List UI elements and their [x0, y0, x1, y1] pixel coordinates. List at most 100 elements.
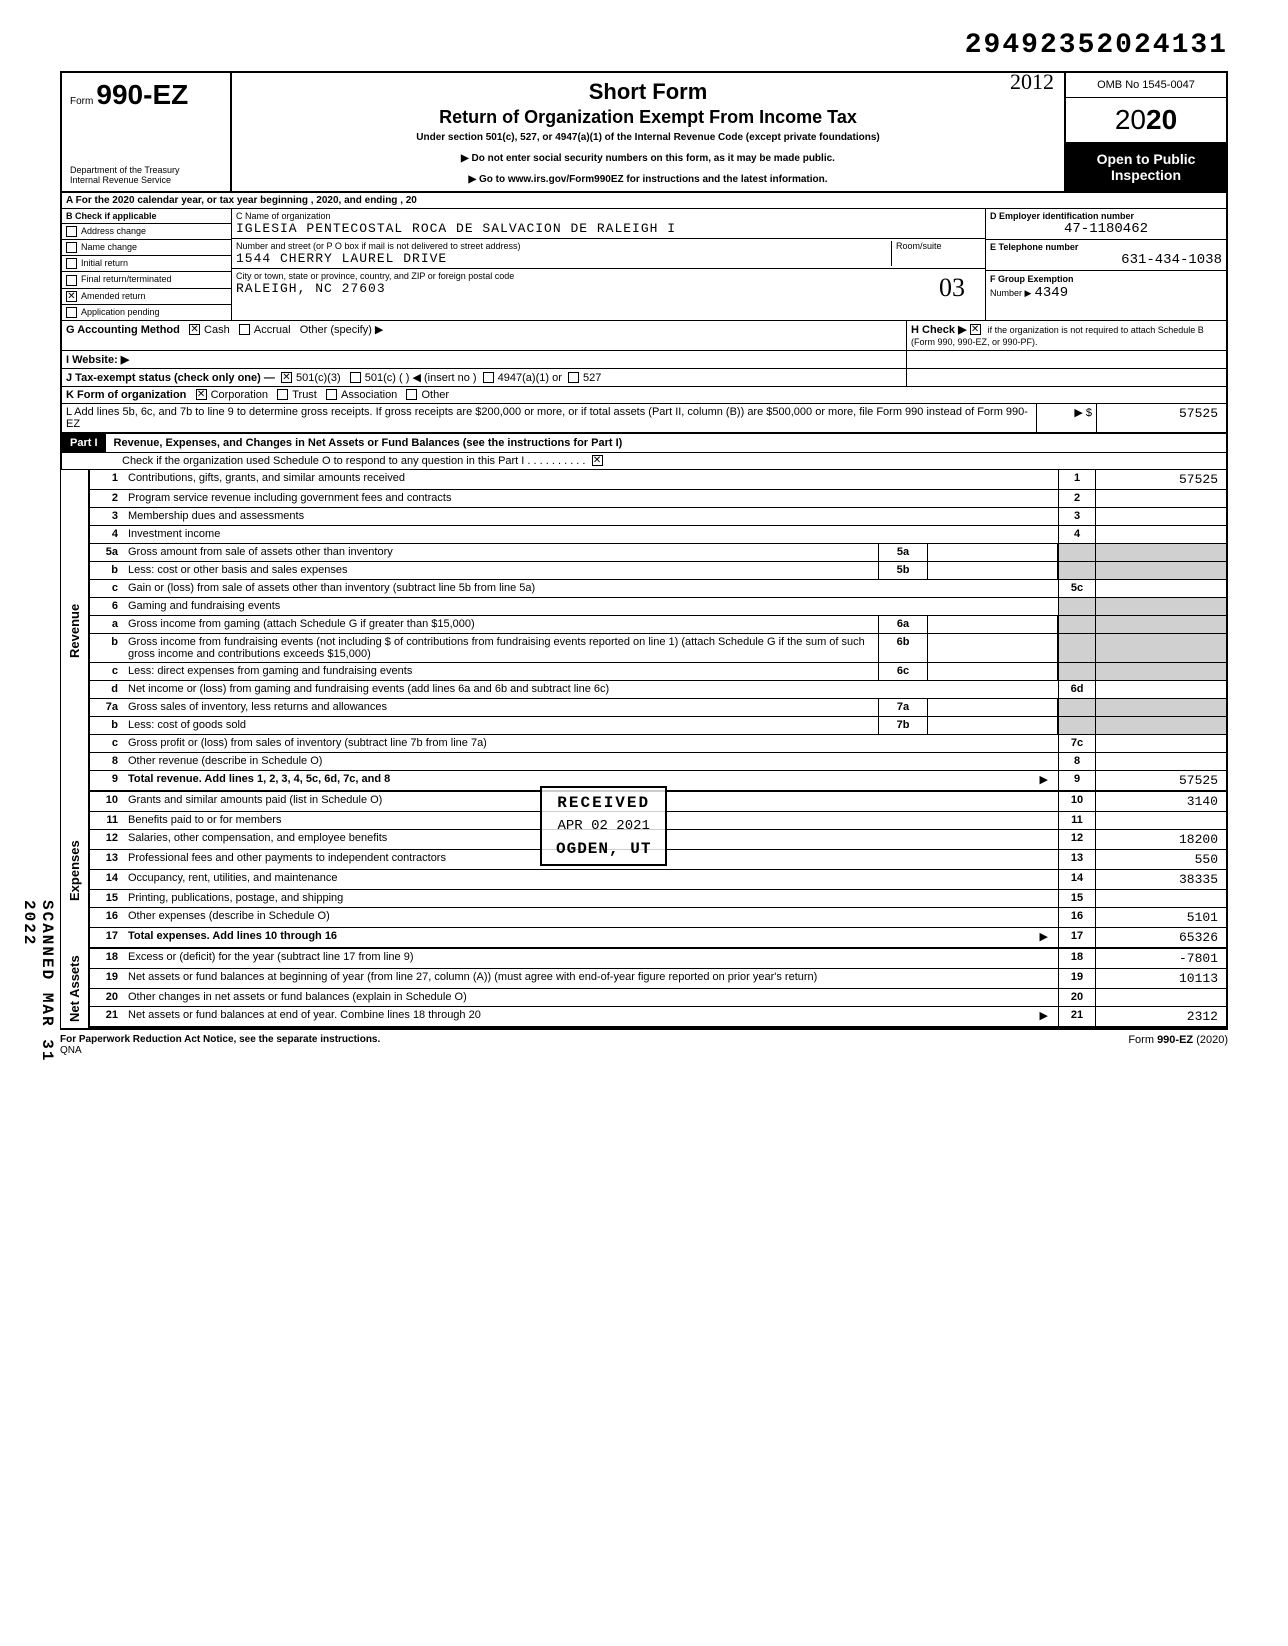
rv16: 5101: [1096, 908, 1226, 927]
city-value: RALEIGH, NC 27603: [236, 281, 981, 296]
n11: 11: [90, 812, 124, 829]
checkbox-other[interactable]: [406, 389, 417, 400]
expenses-group: RECEIVED APR 02 2021 OGDEN, UT Expenses …: [60, 792, 1228, 949]
d9: Total revenue. Add lines 1, 2, 3, 4, 5c,…: [128, 773, 390, 785]
rv17: 65326: [1096, 928, 1226, 947]
k-assoc: Association: [341, 389, 397, 401]
part1-label: Part I: [62, 434, 106, 452]
d-label: D Employer identification number: [990, 211, 1222, 221]
n6b: b: [90, 634, 124, 662]
rn6b: [1058, 634, 1096, 662]
k-corp: Corporation: [211, 389, 268, 401]
rn12: 12: [1058, 830, 1096, 849]
row-i: I Website: ▶: [60, 351, 1228, 369]
mv6c: [928, 663, 1058, 680]
d6c: Less: direct expenses from gaming and fu…: [124, 663, 878, 680]
n14: 14: [90, 870, 124, 889]
checkbox-part1-scho[interactable]: [592, 455, 603, 466]
mv7a: [928, 699, 1058, 716]
row-j: J Tax-exempt status (check only one) — 5…: [60, 369, 1228, 387]
mv6b: [928, 634, 1058, 662]
rn7c: 7c: [1058, 735, 1096, 752]
rn8: 8: [1058, 753, 1096, 770]
d19: Net assets or fund balances at beginning…: [124, 969, 1058, 988]
stamp-received: RECEIVED: [556, 794, 651, 812]
checkbox-amended-return[interactable]: [66, 291, 77, 302]
checkbox-cash[interactable]: [189, 324, 200, 335]
checkbox-trust[interactable]: [277, 389, 288, 400]
b-item-4: Amended return: [81, 291, 146, 301]
h-label: H Check ▶: [911, 324, 967, 336]
rn13: 13: [1058, 850, 1096, 869]
checkbox-assoc[interactable]: [326, 389, 337, 400]
form-header: Form 990-EZ Department of the Treasury I…: [60, 71, 1228, 193]
n6: 6: [90, 598, 124, 615]
checkbox-name-change[interactable]: [66, 242, 77, 253]
mb5a: 5a: [878, 544, 928, 561]
d15: Printing, publications, postage, and shi…: [124, 890, 1058, 907]
section-def: D Employer identification number 47-1180…: [986, 209, 1226, 320]
open-to-public: Open to Public Inspection: [1066, 143, 1226, 191]
mv5b: [928, 562, 1058, 579]
g-cash: Cash: [204, 324, 230, 336]
a21: ▶: [1040, 1009, 1054, 1022]
checkbox-accrual[interactable]: [239, 324, 250, 335]
d4: Investment income: [124, 526, 1058, 543]
rv18: -7801: [1096, 949, 1226, 968]
checkbox-final-return[interactable]: [66, 275, 77, 286]
n7b: b: [90, 717, 124, 734]
checkbox-application-pending[interactable]: [66, 307, 77, 318]
checkbox-corp[interactable]: [196, 389, 207, 400]
rn16: 16: [1058, 908, 1096, 927]
rv2: [1096, 490, 1226, 507]
rv12: 18200: [1096, 830, 1226, 849]
d7b: Less: cost of goods sold: [124, 717, 878, 734]
g-other: Other (specify) ▶: [300, 324, 384, 336]
rn5a: [1058, 544, 1096, 561]
k-trust: Trust: [292, 389, 317, 401]
year-prefix: 20: [1115, 104, 1146, 135]
k-other: Other: [421, 389, 449, 401]
city-label: City or town, state or province, country…: [236, 271, 981, 281]
rv11: [1096, 812, 1226, 829]
part1-header-row: Part I Revenue, Expenses, and Changes in…: [60, 434, 1228, 453]
d3: Membership dues and assessments: [124, 508, 1058, 525]
part1-check-row: Check if the organization used Schedule …: [60, 453, 1228, 470]
mb6c: 6c: [878, 663, 928, 680]
checkbox-527[interactable]: [568, 372, 579, 383]
d5c: Gain or (loss) from sale of assets other…: [124, 580, 1058, 597]
rv7b: [1096, 717, 1226, 734]
rn1: 1: [1058, 470, 1096, 489]
n4: 4: [90, 526, 124, 543]
form-under: Under section 501(c), 527, or 4947(a)(1)…: [242, 132, 1054, 143]
rv6b: [1096, 634, 1226, 662]
received-stamp: RECEIVED APR 02 2021 OGDEN, UT: [540, 786, 667, 866]
rn3: 3: [1058, 508, 1096, 525]
checkbox-4947[interactable]: [483, 372, 494, 383]
mv5a: [928, 544, 1058, 561]
f-label2: Number ▶: [990, 288, 1031, 298]
b-item-2: Initial return: [81, 258, 128, 268]
checkbox-address-change[interactable]: [66, 226, 77, 237]
n21: 21: [90, 1007, 124, 1026]
scanned-stamp: SCANNED MAR 31 2022: [20, 900, 56, 1086]
rv20: [1096, 989, 1226, 1006]
l-text: L Add lines 5b, 6c, and 7b to line 9 to …: [66, 406, 1028, 430]
rn19: 19: [1058, 969, 1096, 988]
checkbox-501c[interactable]: [350, 372, 361, 383]
checkbox-h[interactable]: [970, 324, 981, 335]
j-527: 527: [583, 372, 601, 384]
b-item-1: Name change: [81, 242, 137, 252]
form-year: 2020: [1066, 98, 1226, 143]
n10: 10: [90, 792, 124, 811]
year-bold: 20: [1146, 104, 1177, 135]
section-a-text: A For the 2020 calendar year, or tax yea…: [62, 193, 1226, 208]
n17: 17: [90, 928, 124, 947]
rv7c: [1096, 735, 1226, 752]
part1-title: Revenue, Expenses, and Changes in Net As…: [106, 434, 631, 452]
checkbox-initial-return[interactable]: [66, 258, 77, 269]
checkbox-501c3[interactable]: [281, 372, 292, 383]
sidelabel-netassets: Net Assets: [60, 949, 90, 1028]
g-accrual: Accrual: [254, 324, 291, 336]
rn10: 10: [1058, 792, 1096, 811]
